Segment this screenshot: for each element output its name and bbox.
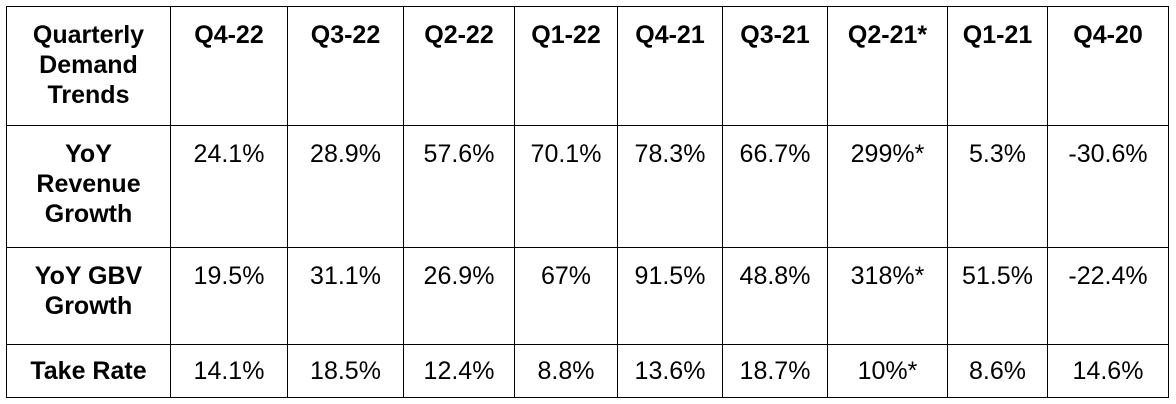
cell: 51.5% bbox=[947, 247, 1048, 345]
row-header: YoY Revenue Growth bbox=[6, 125, 171, 248]
cell: 13.6% bbox=[617, 344, 723, 398]
demand-table: Quarterly Demand Trends Q4-22 Q3-22 Q2-22 Q1… bbox=[6, 6, 1169, 398]
cell: 18.7% bbox=[722, 344, 828, 398]
column-header: Q4-22 bbox=[170, 6, 288, 126]
data-row: YoY Revenue Growth 24.1% 28.9% 57.6% 70.1% 78… bbox=[6, 125, 1169, 248]
column-header: Q4-21 bbox=[617, 6, 723, 126]
column-header: Q2-22 bbox=[403, 6, 515, 126]
cell: 8.8% bbox=[514, 344, 618, 398]
column-header: Q2-21* bbox=[827, 6, 948, 126]
cell: 31.1% bbox=[287, 247, 404, 345]
cell: -22.4% bbox=[1047, 247, 1169, 345]
cell: 67% bbox=[514, 247, 618, 345]
row-header: Take Rate bbox=[6, 344, 171, 398]
cell: 78.3% bbox=[617, 125, 723, 248]
column-header: Q1-21 bbox=[947, 6, 1048, 126]
cell: 5.3% bbox=[947, 125, 1048, 248]
cell: 57.6% bbox=[403, 125, 515, 248]
cell: 19.5% bbox=[170, 247, 288, 345]
data-row: YoY GBV Growth 19.5% 31.1% 26.9% 67% 91.5% 48.… bbox=[6, 247, 1169, 345]
cell: 14.1% bbox=[170, 344, 288, 398]
cell: 18.5% bbox=[287, 344, 404, 398]
row-header: YoY GBV Growth bbox=[6, 247, 171, 345]
cell: 24.1% bbox=[170, 125, 288, 248]
cell: 26.9% bbox=[403, 247, 515, 345]
table-body: Quarterly Demand Trends Q4-22 Q3-22 Q2-22 Q1… bbox=[6, 6, 1169, 398]
cell: 66.7% bbox=[722, 125, 828, 248]
cell: 14.6% bbox=[1047, 344, 1169, 398]
cell: 91.5% bbox=[617, 247, 723, 345]
column-header: Q3-22 bbox=[287, 6, 404, 126]
header-row: Quarterly Demand Trends Q4-22 Q3-22 Q2-22 Q1… bbox=[6, 6, 1169, 126]
cell: -30.6% bbox=[1047, 125, 1169, 248]
cell: 8.6% bbox=[947, 344, 1048, 398]
cell: 318%* bbox=[827, 247, 948, 345]
column-header: Q4-20 bbox=[1047, 6, 1169, 126]
cell: 10%* bbox=[827, 344, 948, 398]
cell: 28.9% bbox=[287, 125, 404, 248]
column-header: Q3-21 bbox=[722, 6, 828, 126]
data-row: Take Rate 14.1% 18.5% 12.4% 8.8% 13.6% 18.7% 10… bbox=[6, 344, 1169, 398]
cell: 12.4% bbox=[403, 344, 515, 398]
corner-header: Quarterly Demand Trends bbox=[6, 6, 171, 126]
cell: 299%* bbox=[827, 125, 948, 248]
cell: 48.8% bbox=[722, 247, 828, 345]
cell: 70.1% bbox=[514, 125, 618, 248]
column-header: Q1-22 bbox=[514, 6, 618, 126]
